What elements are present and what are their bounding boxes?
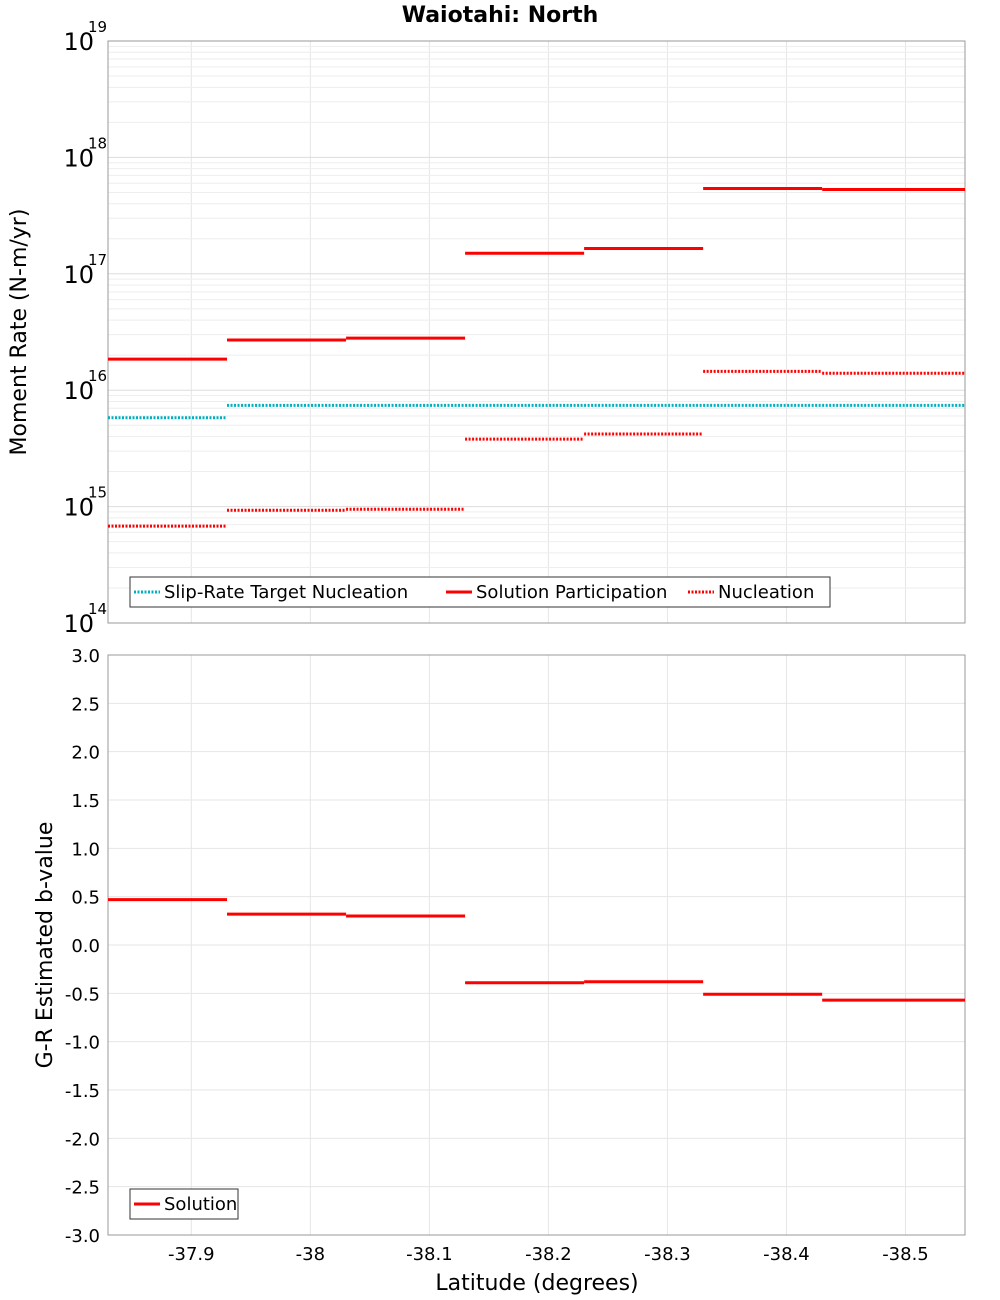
- top-plot-frame: [107, 40, 966, 624]
- bottom-grid: [108, 654, 965, 1236]
- bottom-y-tick-label: -2.5: [65, 1178, 100, 1199]
- x-axis-label: Latitude (degrees): [435, 1271, 638, 1296]
- bottom-plot-frame: [107, 654, 966, 1236]
- bottom-y-tick-label: -1.0: [65, 1033, 100, 1054]
- x-tick-label: -38.1: [406, 1244, 453, 1265]
- top-y-tick-base: 10: [63, 494, 94, 522]
- bottom-y-tick-label: 0.0: [71, 936, 100, 957]
- bottom-y-ticks: -3.0 -2.5 -2.0 -1.5 -1.0 -0.5 0.0 0.5 1.0 1.5 2.0 2…: [65, 646, 100, 1247]
- chart-title: Waiotahi: North: [402, 3, 599, 28]
- bottom-y-tick-label: -3.0: [65, 1226, 100, 1247]
- top-y-tick-exp: 18: [88, 134, 107, 152]
- top-series: [108, 187, 965, 528]
- top-y-tick-exp: 17: [88, 251, 107, 269]
- x-tick-label: -38.2: [525, 1244, 572, 1265]
- series-solution-participation: [108, 187, 965, 361]
- top-y-tick-base: 10: [63, 28, 94, 56]
- top-y-axis-label: Moment Rate (N-m/yr): [7, 209, 32, 456]
- legend-label: Solution: [164, 1194, 237, 1215]
- x-tick-label: -38.4: [763, 1244, 810, 1265]
- x-tick-label: -38: [296, 1244, 325, 1265]
- legend-label: Slip-Rate Target Nucleation: [164, 582, 408, 603]
- top-grid: [108, 41, 965, 624]
- bottom-y-tick-label: 3.0: [71, 646, 100, 667]
- bottom-x-ticks: -37.9 -38 -38.1 -38.2 -38.3 -38.4 -38.5: [168, 1244, 929, 1265]
- bottom-y-tick-label: -1.5: [65, 1081, 100, 1102]
- top-y-tick-base: 10: [63, 144, 94, 172]
- series-slip-rate-target-nucleation: [108, 403, 965, 420]
- x-tick-label: -38.5: [882, 1244, 929, 1265]
- bottom-legend: Solution: [129, 1188, 239, 1220]
- bottom-y-tick-label: 1.0: [71, 839, 100, 860]
- top-y-tick-base: 10: [63, 610, 94, 638]
- bottom-y-axis-label: G-R Estimated b-value: [33, 822, 58, 1069]
- legend-label: Solution Participation: [476, 582, 667, 603]
- bottom-panel: -3.0 -2.5 -2.0 -1.5 -1.0 -0.5 0.0 0.5 1.0 1.5 2.0 2…: [33, 646, 966, 1296]
- x-tick-label: -38.3: [644, 1244, 691, 1265]
- series-nucleation: [108, 369, 965, 528]
- top-y-tick-exp: 16: [88, 367, 107, 385]
- top-y-tick-base: 10: [63, 377, 94, 405]
- bottom-y-tick-label: 2.0: [71, 743, 100, 764]
- top-y-tick-base: 10: [63, 261, 94, 289]
- top-legend: Slip-Rate Target Nucleation Solution Part…: [129, 576, 831, 608]
- bottom-y-tick-label: 0.5: [71, 888, 100, 909]
- bottom-y-tick-label: -2.0: [65, 1129, 100, 1150]
- bottom-y-tick-label: 1.5: [71, 791, 100, 812]
- top-y-tick-exp: 14: [88, 600, 107, 618]
- legend-label: Nucleation: [718, 582, 814, 603]
- series-solution: [108, 898, 965, 1002]
- bottom-series: [108, 898, 965, 1002]
- top-y-tick-exp: 19: [88, 18, 107, 36]
- bottom-y-tick-label: -0.5: [65, 984, 100, 1005]
- bottom-y-tick-label: 2.5: [71, 694, 100, 715]
- x-tick-label: -37.9: [168, 1244, 215, 1265]
- top-y-tick-exp: 15: [88, 484, 107, 502]
